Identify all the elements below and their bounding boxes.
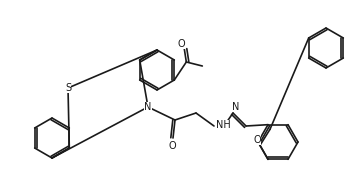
Text: O: O xyxy=(253,135,261,145)
Text: S: S xyxy=(65,83,71,93)
Text: O: O xyxy=(178,39,185,49)
Text: O: O xyxy=(168,141,176,151)
Text: NH: NH xyxy=(216,120,231,130)
Text: N: N xyxy=(144,102,152,112)
Text: N: N xyxy=(232,102,240,112)
